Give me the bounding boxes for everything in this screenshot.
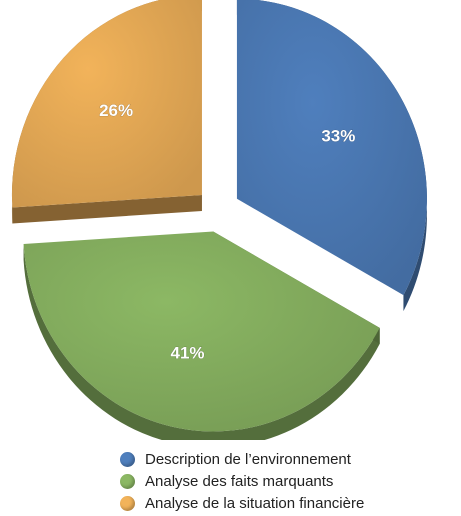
chart-legend: Description de l’environnement Analyse d…	[120, 448, 364, 514]
legend-label: Description de l’environnement	[145, 450, 351, 468]
legend-swatch-green-icon	[120, 473, 135, 489]
legend-item-description: Description de l’environnement	[120, 448, 364, 470]
pie-slice-label-2: 26%	[99, 101, 133, 120]
pie-slice-1	[23, 231, 380, 432]
pie-slice-label-1: 41%	[170, 343, 204, 362]
legend-item-situation-financiere: Analyse de la situation financière	[120, 492, 364, 514]
pie-slice-0	[236, 0, 427, 296]
pie-slice-label-0: 33%	[321, 127, 355, 146]
legend-swatch-orange-icon	[120, 495, 135, 511]
pie-chart-svg: 33% 41% 26%	[11, 0, 427, 440]
legend-label: Analyse des faits marquants	[145, 472, 334, 490]
legend-label: Analyse de la situation financière	[145, 494, 365, 512]
pie-slice-wall-2	[12, 194, 202, 224]
pie-slice-2	[11, 0, 202, 208]
legend-item-faits-marquants: Analyse des faits marquants	[120, 470, 364, 492]
legend-swatch-blue-icon	[120, 451, 135, 467]
